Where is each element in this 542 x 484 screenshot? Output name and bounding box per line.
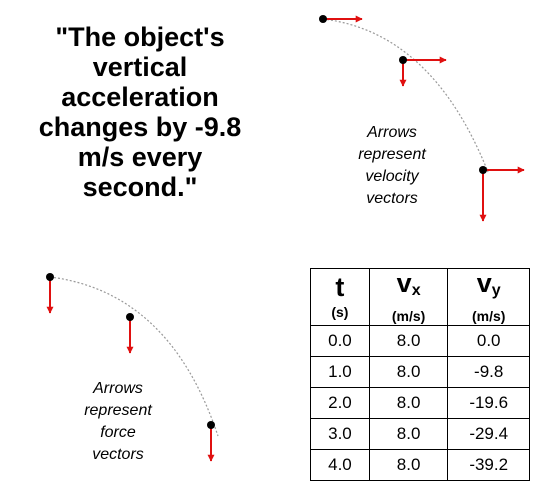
cell-t: 4.0 — [310, 449, 370, 481]
force-trajectory-path — [49, 276, 219, 437]
header-unit: (s) — [331, 304, 349, 320]
cell-t: 2.0 — [310, 387, 370, 419]
cell-vx: 8.0 — [368, 325, 449, 357]
header-symbol: v — [476, 268, 492, 298]
velocity-point-2-dot — [399, 56, 407, 64]
quote-line: changes by -9.8 — [38, 112, 242, 142]
force-caption: Arrows represent force vectors — [64, 378, 172, 466]
cell-vx: 8.0 — [368, 418, 449, 450]
force-diagram — [46, 273, 219, 462]
caption-line: Arrows — [367, 124, 417, 141]
cell-t: 0.0 — [310, 325, 370, 357]
quote-text: "The object's vertical acceleration chan… — [14, 22, 266, 202]
cell-t: 1.0 — [310, 356, 370, 388]
caption-line: Arrows — [93, 380, 143, 397]
cell-vy: -9.8 — [447, 356, 530, 388]
velocity-point-2 — [399, 56, 447, 87]
velocity-trajectory-path — [322, 18, 489, 173]
cell-t: 3.0 — [310, 418, 370, 450]
header-subscript: x — [411, 282, 421, 299]
caption-line: vectors — [92, 446, 144, 463]
cell-vy: 0.0 — [447, 325, 530, 357]
caption-line: vectors — [366, 190, 418, 207]
quote-line: acceleration — [61, 82, 219, 112]
table-header-row: t (s) vx (m/s) vy (m/s) — [310, 268, 530, 326]
quote-line: m/s every — [77, 142, 203, 172]
caption-line: force — [100, 424, 136, 441]
table-row: 2.0 8.0 -19.6 — [310, 387, 530, 419]
table-row: 0.0 8.0 0.0 — [310, 325, 530, 357]
caption-line: represent — [84, 402, 152, 419]
cell-vy: -39.2 — [447, 449, 530, 481]
velocity-caption: Arrows represent velocity vectors — [336, 122, 448, 210]
velocity-point-3-dot — [479, 166, 487, 174]
cell-vy: -19.6 — [447, 387, 530, 419]
caption-line: represent — [358, 146, 426, 163]
caption-line: velocity — [365, 168, 419, 185]
velocity-diagram — [319, 15, 525, 222]
table-row: 1.0 8.0 -9.8 — [310, 356, 530, 388]
header-time: t (s) — [310, 268, 370, 326]
header-unit: (m/s) — [471, 308, 506, 324]
force-point-2-dot — [126, 313, 134, 321]
table-row: 4.0 8.0 -39.2 — [310, 449, 530, 481]
header-symbol: v — [396, 268, 412, 298]
header-subscript: y — [491, 282, 501, 299]
cell-vx: 8.0 — [368, 449, 449, 481]
force-point-3-dot — [207, 421, 215, 429]
header-symbol: t — [335, 272, 345, 302]
cell-vx: 8.0 — [368, 387, 449, 419]
cell-vy: -29.4 — [447, 418, 530, 450]
quote-line: vertical — [92, 52, 188, 82]
force-point-1-dot — [46, 273, 54, 281]
header-vy: vy (m/s) — [447, 268, 530, 326]
velocity-table: t (s) vx (m/s) vy (m/s) 0.0 8.0 0.0 1.0 … — [310, 268, 530, 481]
quote-line: "The object's — [55, 22, 225, 52]
header-vx: vx (m/s) — [368, 268, 449, 326]
velocity-point-3 — [479, 166, 525, 222]
header-unit: (m/s) — [391, 308, 426, 324]
quote-line: second." — [82, 172, 198, 202]
velocity-point-1-dot — [319, 15, 327, 23]
table-row: 3.0 8.0 -29.4 — [310, 418, 530, 450]
cell-vx: 8.0 — [368, 356, 449, 388]
